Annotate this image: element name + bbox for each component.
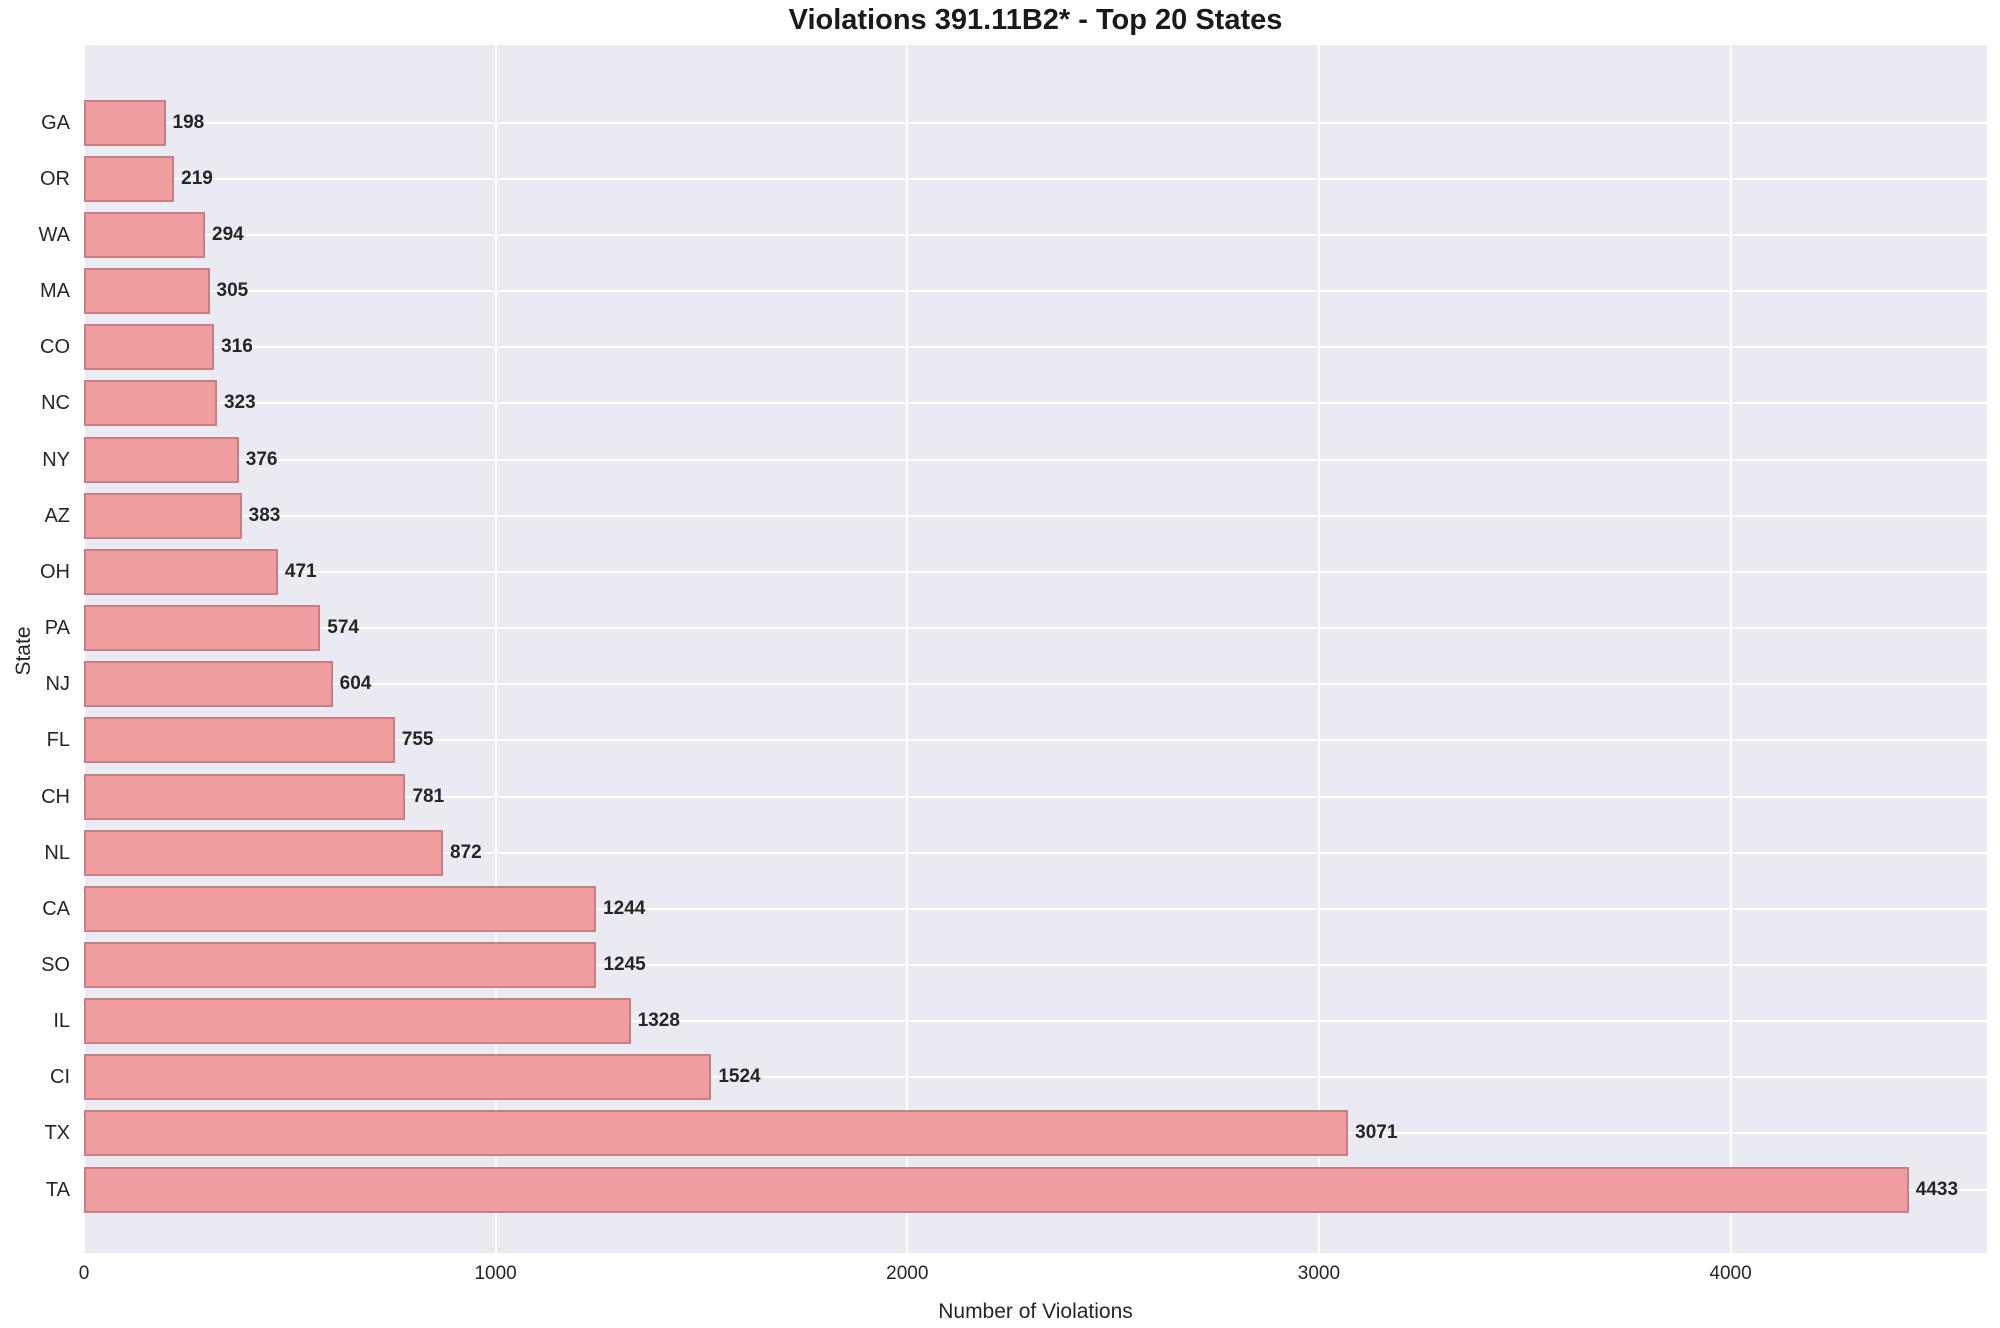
bar-value-label: 1244 (603, 897, 646, 919)
chart-title: Violations 391.11B2* - Top 20 States (788, 4, 1283, 36)
x-tick-label: 4000 (1709, 1263, 1752, 1284)
plot-area (84, 45, 1987, 1253)
bar (84, 380, 217, 427)
v-gridline (1317, 45, 1320, 1253)
bar (84, 717, 395, 764)
h-gridline (84, 570, 1987, 573)
y-tick-label: NJ (45, 673, 70, 696)
bar (84, 998, 631, 1045)
bar-value-label: 323 (223, 392, 256, 414)
bar-value-label: 3071 (1355, 1122, 1398, 1144)
bar-value-label: 376 (245, 448, 278, 470)
h-gridline (84, 1076, 1987, 1079)
bar-value-label: 305 (216, 280, 249, 302)
bar (84, 436, 239, 483)
h-gridline (84, 458, 1987, 461)
bar-value-label: 383 (248, 504, 281, 526)
h-gridline (84, 402, 1987, 405)
h-gridline (84, 963, 1987, 966)
h-gridline (84, 627, 1987, 630)
bar (84, 155, 175, 202)
y-tick-label: NL (44, 841, 70, 864)
bar-value-label: 1245 (603, 953, 646, 975)
v-gridline (1729, 45, 1732, 1253)
y-tick-label: NY (42, 448, 70, 471)
bar-value-label: 471 (284, 560, 317, 582)
y-tick-label: SO (41, 953, 70, 976)
h-gridline (84, 683, 1987, 686)
bar (84, 773, 406, 820)
y-tick-label: IL (53, 1010, 70, 1033)
x-tick-label: 3000 (1297, 1263, 1341, 1284)
bar (84, 324, 215, 371)
bar-value-label: 574 (327, 617, 359, 639)
y-tick-label: CI (50, 1066, 70, 1089)
bar (84, 661, 333, 708)
bar-value-label: 872 (449, 841, 482, 863)
v-gridline (906, 45, 909, 1253)
bar (84, 548, 278, 595)
bar-value-label: 294 (212, 224, 244, 245)
y-tick-label: AZ (44, 504, 70, 527)
v-gridline (494, 45, 497, 1253)
x-axis-label: Number of Violations (938, 1300, 1133, 1323)
y-tick-label: TX (44, 1122, 70, 1145)
y-tick-label: CA (42, 897, 70, 920)
y-tick-label: MA (40, 280, 70, 303)
x-tick-label: 2000 (886, 1263, 929, 1284)
h-gridline (84, 739, 1987, 742)
y-tick-label: FL (46, 729, 70, 752)
y-tick-label: TA (45, 1178, 70, 1201)
bar-value-label: 1328 (637, 1010, 680, 1032)
h-gridline (84, 907, 1987, 910)
bar (84, 1166, 1909, 1213)
bar (84, 941, 597, 988)
y-tick-label: CO (40, 336, 70, 359)
bar (84, 605, 321, 652)
bar (84, 268, 210, 315)
h-gridline (84, 290, 1987, 293)
bar-value-label: 198 (172, 111, 205, 133)
bar-value-label: 4433 (1915, 1178, 1959, 1200)
h-gridline (84, 514, 1987, 517)
y-tick-label: GA (41, 111, 70, 134)
bar-value-label: 219 (181, 167, 213, 189)
bar (84, 492, 242, 539)
h-gridline (84, 177, 1987, 180)
y-tick-label: WA (38, 224, 70, 246)
y-tick-label: PA (44, 617, 70, 640)
bar (84, 1054, 712, 1101)
y-tick-label: NC (41, 392, 70, 415)
h-gridline (84, 234, 1987, 236)
bar-value-label: 1524 (718, 1066, 761, 1088)
y-tick-label: OR (40, 167, 70, 190)
bar (84, 885, 597, 932)
bar-value-label: 781 (412, 785, 445, 807)
x-tick-label: 0 (78, 1263, 90, 1284)
bar-value-label: 604 (339, 673, 372, 695)
h-gridline (84, 851, 1987, 854)
bar-value-label: 755 (401, 729, 434, 751)
h-gridline (84, 1020, 1987, 1023)
h-gridline (84, 121, 1987, 124)
bar-value-label: 316 (221, 336, 253, 358)
y-tick-label: CH (41, 785, 70, 808)
bar (84, 1110, 1349, 1157)
bar (84, 212, 206, 258)
bar (84, 829, 443, 876)
y-tick-label: OH (40, 560, 70, 583)
h-gridline (84, 795, 1987, 798)
h-gridline (84, 346, 1987, 349)
x-tick-label: 1000 (474, 1263, 517, 1284)
bar (84, 99, 166, 146)
